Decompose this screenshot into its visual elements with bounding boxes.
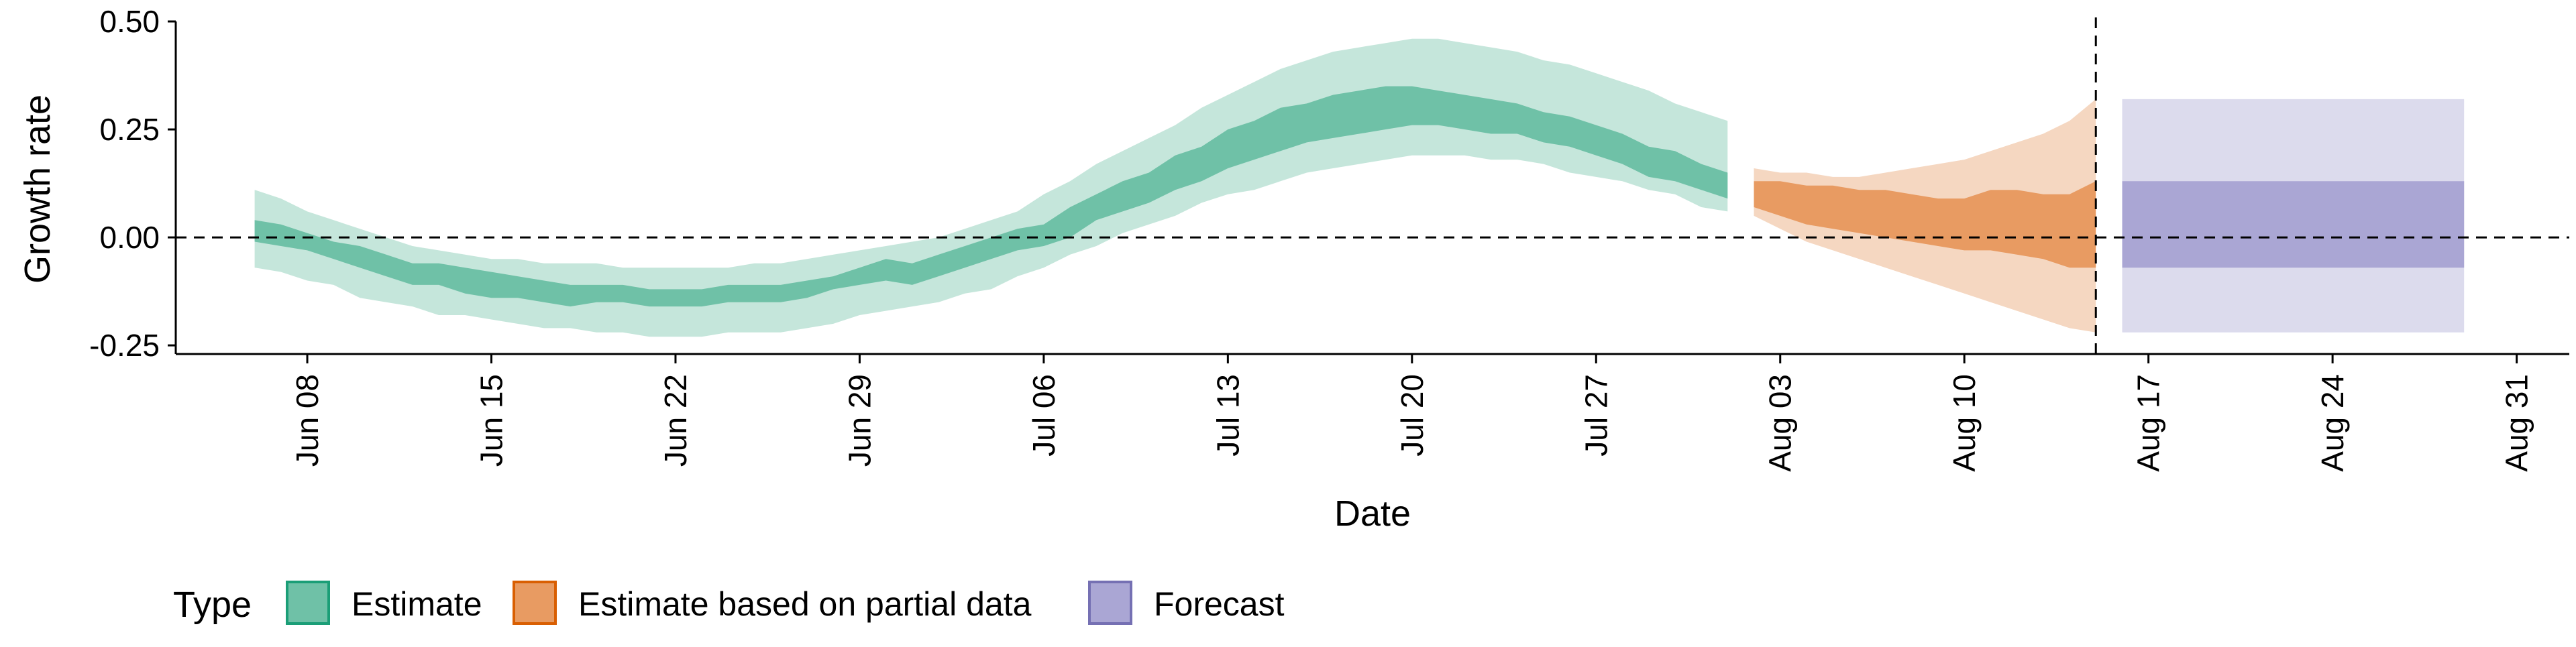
x-tick-label: Jul 13: [1210, 374, 1245, 457]
x-tick-label: Aug 24: [2315, 374, 2350, 472]
legend-swatch-estimate: [286, 581, 330, 625]
legend-label-partial: Estimate based on partial data: [578, 585, 1032, 623]
axes: [174, 21, 2569, 355]
band-50-estimate-based-on-partial-data: [1754, 181, 2096, 268]
x-tick-label: Jun 29: [842, 374, 877, 467]
x-axis-title: Date: [1334, 493, 1411, 534]
x-tick-label: Jul 27: [1578, 374, 1613, 457]
y-axis-title: Growth rate: [17, 95, 58, 284]
y-tick-label: 0.00: [99, 220, 160, 255]
y-ticks: 0.50 0.25 0.00 -0.25: [89, 4, 176, 363]
x-tick-label: Jun 22: [658, 374, 693, 467]
legend-label-forecast: Forecast: [1154, 585, 1285, 623]
bands-layer: [254, 38, 2465, 337]
x-tick-label: Aug 31: [2500, 374, 2534, 472]
x-ticks: Jun 08 Jun 15 Jun 22 Jun 29 Jul 06 Jul 13 Jul …: [290, 354, 2534, 472]
x-tick-label: Jun 08: [290, 374, 325, 467]
x-tick-label: Aug 10: [1947, 374, 1982, 472]
x-tick-label: Aug 17: [2131, 374, 2166, 472]
x-tick-label: Jul 06: [1026, 374, 1061, 457]
y-tick-label: 0.25: [99, 112, 160, 147]
legend-swatch-partial: [513, 581, 557, 625]
x-tick-label: Aug 03: [1763, 374, 1798, 472]
legend-label-estimate: Estimate: [352, 585, 482, 623]
band-50-forecast: [2122, 181, 2465, 268]
legend-title: Type: [173, 585, 252, 625]
x-tick-label: Jul 20: [1395, 374, 1430, 457]
x-tick-label: Jun 15: [474, 374, 509, 467]
legend: Type Estimate Estimate based on partial …: [173, 581, 1285, 625]
y-tick-label: 0.50: [99, 4, 160, 39]
reference-lines: [176, 17, 2569, 354]
legend-swatch-forecast: [1088, 581, 1132, 625]
y-tick-label: -0.25: [89, 328, 160, 363]
